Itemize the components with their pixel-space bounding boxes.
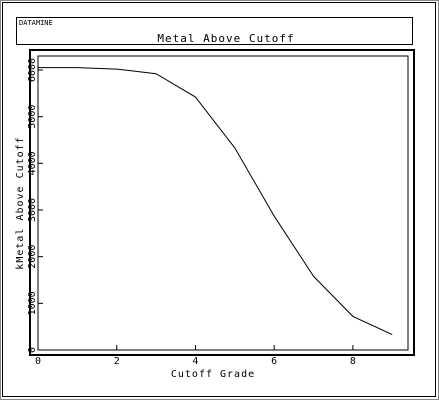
y-tick-label: 4000 [27,151,38,175]
data-line [38,67,393,336]
y-tick-label: 6000 [27,58,38,82]
x-tick-label: 6 [271,356,277,367]
y-axis-label: kMetal Above Cutoff [15,136,26,269]
y-tick-label: 3000 [27,198,38,222]
y-tick-label: 0 [27,347,38,353]
x-tick-label: 8 [350,356,356,367]
x-tick-label: 4 [192,356,198,367]
brand-label: DATAMINE [19,19,53,27]
x-axis-label: Cutoff Grade [171,369,255,380]
y-tick-label: 2000 [27,245,38,269]
x-tick-label: 2 [114,356,120,367]
outer-frame [2,2,436,397]
plot-frame [29,49,415,356]
axes-frame [37,55,409,351]
header-box [16,17,413,45]
y-tick-label: 1000 [27,291,38,315]
y-tick-label: 5000 [27,105,38,129]
x-tick-label: 0 [35,356,41,367]
chart-title: Metal Above Cutoff [157,32,294,45]
